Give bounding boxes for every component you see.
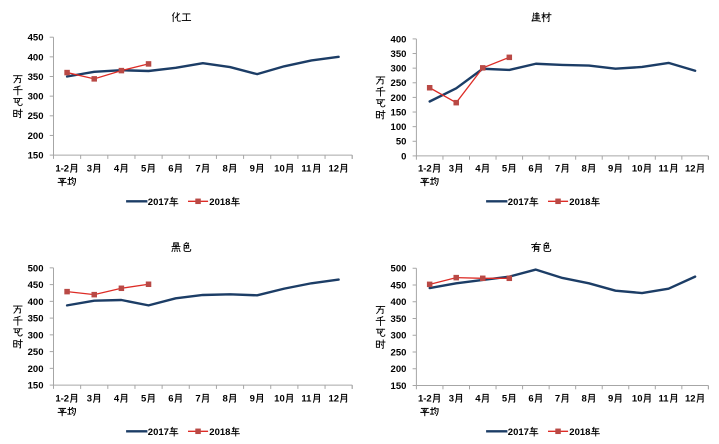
svg-text:200: 200: [391, 364, 407, 375]
svg-text:250: 250: [28, 111, 44, 122]
svg-text:300: 300: [391, 64, 407, 75]
svg-text:12: 12: [685, 393, 696, 404]
svg-text:450: 450: [391, 280, 407, 291]
svg-text:500: 500: [28, 263, 44, 274]
svg-text:400: 400: [28, 52, 44, 63]
svg-text:6: 6: [528, 163, 533, 174]
svg-text:250: 250: [391, 347, 407, 358]
svg-text:10: 10: [274, 163, 285, 174]
svg-text:300: 300: [28, 330, 44, 341]
svg-text:10: 10: [632, 163, 643, 174]
svg-text:200: 200: [391, 93, 407, 104]
svg-text:500: 500: [391, 264, 407, 275]
svg-text:0: 0: [401, 151, 406, 162]
svg-text:450: 450: [28, 280, 44, 291]
svg-text:300: 300: [28, 92, 44, 103]
svg-text:9: 9: [250, 163, 255, 174]
svg-text:12: 12: [328, 163, 339, 174]
svg-text:1-2: 1-2: [418, 163, 432, 174]
svg-text:9: 9: [250, 393, 255, 404]
svg-text:400: 400: [391, 34, 407, 45]
svg-text:400: 400: [28, 297, 44, 308]
svg-text:2018: 2018: [209, 427, 230, 438]
svg-text:8: 8: [581, 163, 586, 174]
svg-text:2018: 2018: [569, 197, 590, 208]
svg-text:1-2: 1-2: [55, 163, 69, 174]
svg-text:11: 11: [301, 163, 312, 174]
svg-text:2017: 2017: [148, 197, 169, 208]
svg-text:350: 350: [28, 72, 44, 83]
svg-text:5: 5: [502, 393, 508, 404]
svg-text:11: 11: [658, 163, 669, 174]
svg-text:6: 6: [528, 393, 533, 404]
svg-text:10: 10: [632, 393, 643, 404]
svg-text:6: 6: [168, 393, 173, 404]
svg-text:150: 150: [28, 151, 44, 162]
svg-text:3: 3: [449, 163, 454, 174]
svg-text:8: 8: [223, 163, 228, 174]
svg-text:2018: 2018: [209, 197, 230, 208]
svg-text:350: 350: [391, 314, 407, 325]
svg-text:7: 7: [555, 393, 560, 404]
svg-text:4: 4: [114, 163, 120, 174]
svg-text:3: 3: [449, 393, 454, 404]
svg-text:400: 400: [391, 297, 407, 308]
svg-text:4: 4: [475, 393, 481, 404]
svg-text:4: 4: [475, 163, 481, 174]
svg-text:350: 350: [391, 49, 407, 60]
svg-text:350: 350: [28, 314, 44, 325]
svg-text:5: 5: [502, 163, 508, 174]
svg-text:200: 200: [28, 131, 44, 142]
svg-text:7: 7: [195, 163, 200, 174]
svg-text:2018: 2018: [569, 427, 590, 438]
svg-text:250: 250: [28, 347, 44, 358]
svg-text:3: 3: [87, 163, 92, 174]
svg-text:7: 7: [555, 163, 560, 174]
svg-text:150: 150: [391, 381, 407, 392]
svg-text:9: 9: [608, 163, 613, 174]
svg-text:11: 11: [658, 393, 669, 404]
svg-text:4: 4: [114, 393, 120, 404]
svg-text:300: 300: [391, 331, 407, 342]
svg-text:50: 50: [396, 137, 407, 148]
svg-text:200: 200: [28, 364, 44, 375]
svg-text:5: 5: [141, 163, 147, 174]
svg-text:12: 12: [328, 393, 339, 404]
svg-text:100: 100: [391, 122, 407, 133]
svg-text:8: 8: [581, 393, 586, 404]
svg-text:1-2: 1-2: [418, 393, 432, 404]
svg-text:150: 150: [391, 107, 407, 118]
svg-text:7: 7: [195, 393, 200, 404]
svg-text:6: 6: [168, 163, 173, 174]
svg-text:250: 250: [391, 78, 407, 89]
svg-text:3: 3: [87, 393, 92, 404]
svg-text:8: 8: [223, 393, 228, 404]
svg-text:150: 150: [28, 381, 44, 392]
svg-text:2017: 2017: [148, 427, 169, 438]
svg-text:10: 10: [274, 393, 285, 404]
svg-text:11: 11: [301, 393, 312, 404]
svg-text:9: 9: [608, 393, 613, 404]
svg-text:12: 12: [685, 163, 696, 174]
svg-text:5: 5: [141, 393, 147, 404]
svg-text:1-2: 1-2: [55, 393, 69, 404]
svg-text:450: 450: [28, 33, 44, 44]
svg-text:2017: 2017: [508, 197, 529, 208]
svg-text:2017: 2017: [508, 427, 529, 438]
